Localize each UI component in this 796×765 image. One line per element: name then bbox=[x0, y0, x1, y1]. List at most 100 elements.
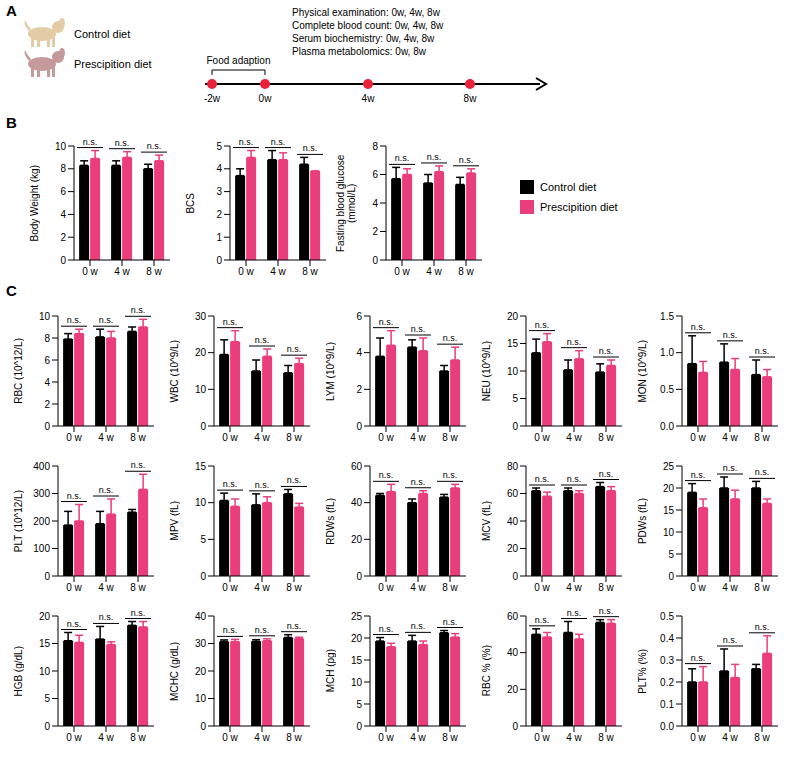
svg-text:n.s.: n.s. bbox=[287, 344, 302, 354]
svg-text:n.s.: n.s. bbox=[691, 470, 706, 480]
svg-text:40: 40 bbox=[351, 497, 363, 508]
svg-text:8 w: 8 w bbox=[442, 432, 458, 443]
svg-text:0: 0 bbox=[668, 571, 674, 582]
svg-text:10: 10 bbox=[39, 666, 51, 677]
svg-text:20: 20 bbox=[351, 534, 363, 545]
svg-text:20: 20 bbox=[507, 684, 519, 695]
svg-text:n.s.: n.s. bbox=[115, 138, 130, 148]
svg-text:Control diet: Control diet bbox=[74, 28, 130, 40]
svg-text:n.s.: n.s. bbox=[567, 337, 582, 347]
svg-text:0 w: 0 w bbox=[534, 582, 550, 593]
svg-text:0: 0 bbox=[216, 255, 222, 266]
svg-text:5: 5 bbox=[356, 699, 362, 710]
svg-text:6: 6 bbox=[372, 169, 378, 180]
svg-text:n.s.: n.s. bbox=[255, 335, 270, 345]
svg-text:8w: 8w bbox=[464, 93, 478, 104]
svg-text:4 w: 4 w bbox=[426, 266, 442, 277]
svg-text:10: 10 bbox=[195, 693, 207, 704]
svg-text:4 w: 4 w bbox=[566, 432, 582, 443]
svg-text:0: 0 bbox=[372, 255, 378, 266]
svg-text:0: 0 bbox=[356, 421, 362, 432]
svg-text:0 w: 0 w bbox=[222, 432, 238, 443]
svg-text:20: 20 bbox=[39, 611, 51, 622]
svg-text:8 w: 8 w bbox=[302, 266, 318, 277]
svg-text:8 w: 8 w bbox=[598, 732, 614, 743]
svg-text:0.5: 0.5 bbox=[660, 384, 674, 395]
svg-text:1: 1 bbox=[216, 232, 222, 243]
svg-text:5: 5 bbox=[668, 549, 674, 560]
svg-text:0 w: 0 w bbox=[378, 732, 394, 743]
svg-text:15: 15 bbox=[507, 338, 519, 349]
svg-text:4 w: 4 w bbox=[722, 582, 738, 593]
svg-text:4 w: 4 w bbox=[270, 266, 286, 277]
svg-text:n.s.: n.s. bbox=[131, 608, 146, 618]
svg-text:0 w: 0 w bbox=[82, 266, 98, 277]
svg-text:8 w: 8 w bbox=[130, 432, 146, 443]
svg-text:4: 4 bbox=[216, 163, 222, 174]
svg-text:n.s.: n.s. bbox=[755, 622, 770, 632]
svg-text:10: 10 bbox=[39, 311, 51, 322]
svg-text:15: 15 bbox=[195, 461, 207, 472]
svg-text:20: 20 bbox=[195, 347, 207, 358]
svg-text:4 w: 4 w bbox=[98, 732, 114, 743]
svg-text:n.s.: n.s. bbox=[255, 625, 270, 635]
svg-text:0.2: 0.2 bbox=[660, 677, 674, 688]
svg-text:4 w: 4 w bbox=[98, 582, 114, 593]
svg-text:n.s.: n.s. bbox=[567, 608, 582, 618]
svg-text:n.s.: n.s. bbox=[99, 315, 114, 325]
svg-text:1.5: 1.5 bbox=[660, 311, 674, 322]
svg-text:2: 2 bbox=[216, 209, 222, 220]
svg-text:60: 60 bbox=[507, 488, 519, 499]
svg-text:n.s.: n.s. bbox=[379, 317, 394, 327]
svg-text:0: 0 bbox=[512, 571, 518, 582]
svg-text:20: 20 bbox=[195, 666, 207, 677]
svg-text:Prescipition diet: Prescipition diet bbox=[74, 58, 152, 70]
svg-text:n.s.: n.s. bbox=[303, 143, 318, 153]
svg-text:2: 2 bbox=[60, 232, 66, 243]
svg-text:0 w: 0 w bbox=[66, 582, 82, 593]
svg-text:0: 0 bbox=[200, 721, 206, 732]
svg-text:8 w: 8 w bbox=[130, 582, 146, 593]
svg-text:0: 0 bbox=[356, 721, 362, 732]
svg-text:8 w: 8 w bbox=[442, 582, 458, 593]
svg-text:20: 20 bbox=[663, 483, 675, 494]
svg-text:60: 60 bbox=[351, 461, 363, 472]
svg-text:0: 0 bbox=[44, 421, 50, 432]
svg-text:8 w: 8 w bbox=[286, 582, 302, 593]
svg-text:8 w: 8 w bbox=[146, 266, 162, 277]
svg-text:6: 6 bbox=[356, 311, 362, 322]
svg-text:20: 20 bbox=[507, 543, 519, 554]
svg-text:40: 40 bbox=[507, 647, 519, 658]
svg-text:5: 5 bbox=[44, 693, 50, 704]
svg-text:n.s.: n.s. bbox=[535, 474, 550, 484]
svg-text:0 w: 0 w bbox=[534, 732, 550, 743]
svg-text:Serum biochemistry: 0w, 4w, 8w: Serum biochemistry: 0w, 4w, 8w bbox=[292, 33, 435, 44]
svg-text:10: 10 bbox=[351, 677, 363, 688]
svg-text:10: 10 bbox=[663, 527, 675, 538]
svg-text:8 w: 8 w bbox=[754, 582, 770, 593]
svg-text:8 w: 8 w bbox=[286, 432, 302, 443]
svg-text:n.s.: n.s. bbox=[755, 346, 770, 356]
svg-text:15: 15 bbox=[39, 638, 51, 649]
svg-text:n.s.: n.s. bbox=[67, 491, 82, 501]
svg-text:n.s.: n.s. bbox=[427, 152, 442, 162]
svg-text:100: 100 bbox=[33, 543, 50, 554]
svg-text:n.s.: n.s. bbox=[443, 470, 458, 480]
svg-text:Physical examination: 0w, 4w,: Physical examination: 0w, 4w, 8w bbox=[292, 7, 441, 18]
svg-text:Food adaption: Food adaption bbox=[207, 55, 271, 66]
svg-text:10: 10 bbox=[195, 384, 207, 395]
svg-text:n.s.: n.s. bbox=[395, 153, 410, 163]
svg-text:2: 2 bbox=[372, 226, 378, 237]
svg-text:0: 0 bbox=[512, 721, 518, 732]
svg-text:0.0: 0.0 bbox=[660, 421, 674, 432]
svg-text:n.s.: n.s. bbox=[691, 322, 706, 332]
svg-text:8 w: 8 w bbox=[442, 732, 458, 743]
svg-text:4: 4 bbox=[60, 209, 66, 220]
svg-text:4w: 4w bbox=[362, 93, 376, 104]
svg-text:80: 80 bbox=[507, 461, 519, 472]
svg-text:0.1: 0.1 bbox=[660, 699, 674, 710]
svg-text:6: 6 bbox=[60, 186, 66, 197]
svg-text:n.s.: n.s. bbox=[459, 155, 474, 165]
svg-text:n.s.: n.s. bbox=[223, 317, 238, 327]
svg-text:n.s.: n.s. bbox=[691, 653, 706, 663]
